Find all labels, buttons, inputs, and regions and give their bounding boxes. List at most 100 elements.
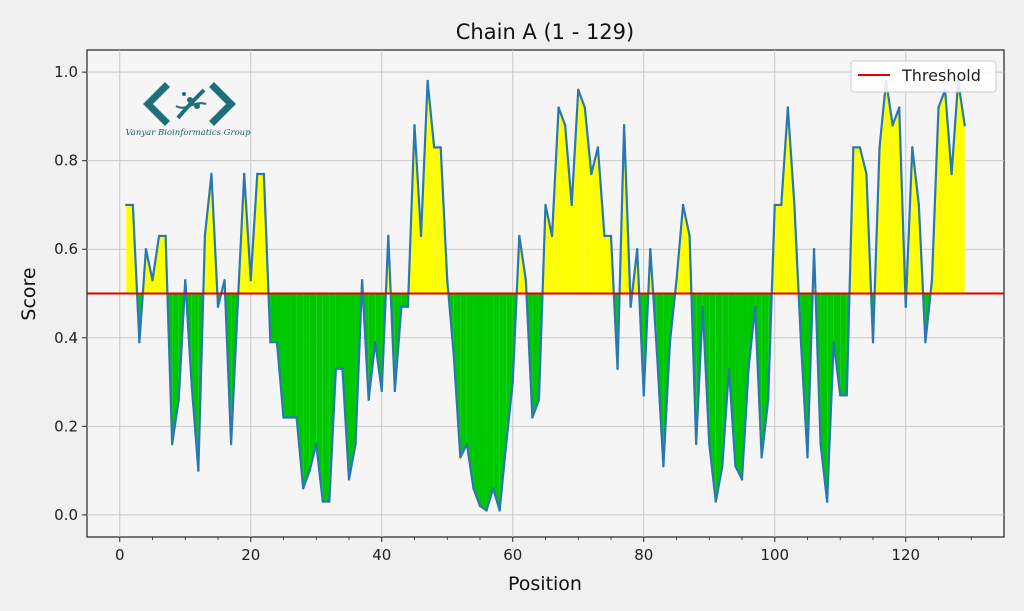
logo-caption: Vanyar Bioinformatics Group [125,128,251,138]
score-point [681,203,685,207]
vanyar-logo: Vanyar Bioinformatics Group [125,82,251,138]
score-point [596,146,600,149]
above-threshold-fill [683,204,690,294]
below-threshold-fill [460,293,467,458]
below-threshold-fill [833,293,841,396]
score-point [950,172,953,176]
score-point [891,124,894,127]
score-point [301,487,305,490]
score-point [852,146,855,149]
below-threshold-fill [309,293,317,471]
below-threshold-fill [375,293,382,391]
below-threshold-fill [506,293,513,445]
score-point [439,146,442,149]
score-point [563,124,567,127]
y-tick-label: 0.6 [54,240,78,258]
score-point [662,464,665,468]
score-point [577,88,580,92]
score-point [878,146,881,149]
dna-icon [175,88,207,120]
score-point [531,416,534,419]
above-threshold-fill [204,173,212,294]
above-threshold-fill [892,107,900,294]
score-point [524,279,528,282]
score-point [491,487,495,490]
legend-threshold-label: Threshold [901,66,981,85]
y-tick-label: 0.0 [54,506,78,524]
score-point [432,146,436,149]
score-point [157,234,161,238]
above-threshold-fill [912,147,919,294]
below-threshold-fill [191,293,199,471]
score-point [354,442,357,446]
score-point [845,394,848,397]
score-point [295,416,298,419]
below-threshold-fill [742,293,749,480]
score-point [721,464,724,468]
score-point [184,279,187,282]
x-tick-label: 60 [503,546,522,564]
score-point [924,341,927,344]
score-point [636,248,639,251]
legend-box [850,60,997,93]
score-point [419,234,423,238]
score-point [125,203,128,207]
score-point [282,416,285,419]
score-point [177,398,180,401]
score-point [400,305,403,308]
score-point [727,367,731,370]
score-point [321,500,324,503]
below-threshold-fill [480,293,487,511]
below-threshold-fill [368,293,376,400]
below-threshold-fill [735,293,742,480]
x-tick-label: 100 [760,546,789,564]
score-point [767,398,770,401]
score-point [380,389,383,393]
above-threshold-fill [565,125,572,294]
score-point [740,478,744,481]
above-threshold-fill [604,235,611,294]
above-threshold-fill [886,80,893,294]
score-point [832,341,835,344]
score-point [812,248,816,251]
below-threshold-fill [493,293,500,511]
x-axis-label: Position [508,573,582,595]
score-point [734,464,737,468]
score-point [570,203,573,207]
score-point [537,398,541,401]
above-threshold-fill [434,147,441,294]
below-threshold-fill [715,293,723,502]
x-tick-label: 80 [634,546,653,564]
score-point [753,305,757,308]
below-threshold-fill [840,293,847,396]
below-threshold-fill [473,293,480,507]
score-point [275,341,279,344]
score-point [642,394,645,397]
score-point [190,385,193,388]
score-point [229,442,233,446]
above-threshold-fill [938,89,946,294]
x-tick-label: 0 [115,546,125,564]
score-point [655,349,659,353]
score-point [583,106,586,109]
score-point [544,203,547,207]
y-axis-label: Score [18,267,40,320]
score-point [773,203,776,207]
below-threshold-fill [761,293,769,458]
below-threshold-fill [270,293,277,343]
above-threshold-fill [787,107,795,294]
score-series [125,79,966,512]
above-threshold-fill [126,204,133,294]
score-point [590,172,593,176]
score-point [249,279,252,282]
score-point [243,172,246,176]
x-tick-label: 120 [891,546,920,564]
score-point [256,172,259,176]
above-threshold-fill [774,204,782,294]
score-point [269,341,272,344]
below-threshold-fill [335,293,343,369]
score-point [203,234,207,238]
score-point [374,341,377,344]
score-point [164,234,167,238]
